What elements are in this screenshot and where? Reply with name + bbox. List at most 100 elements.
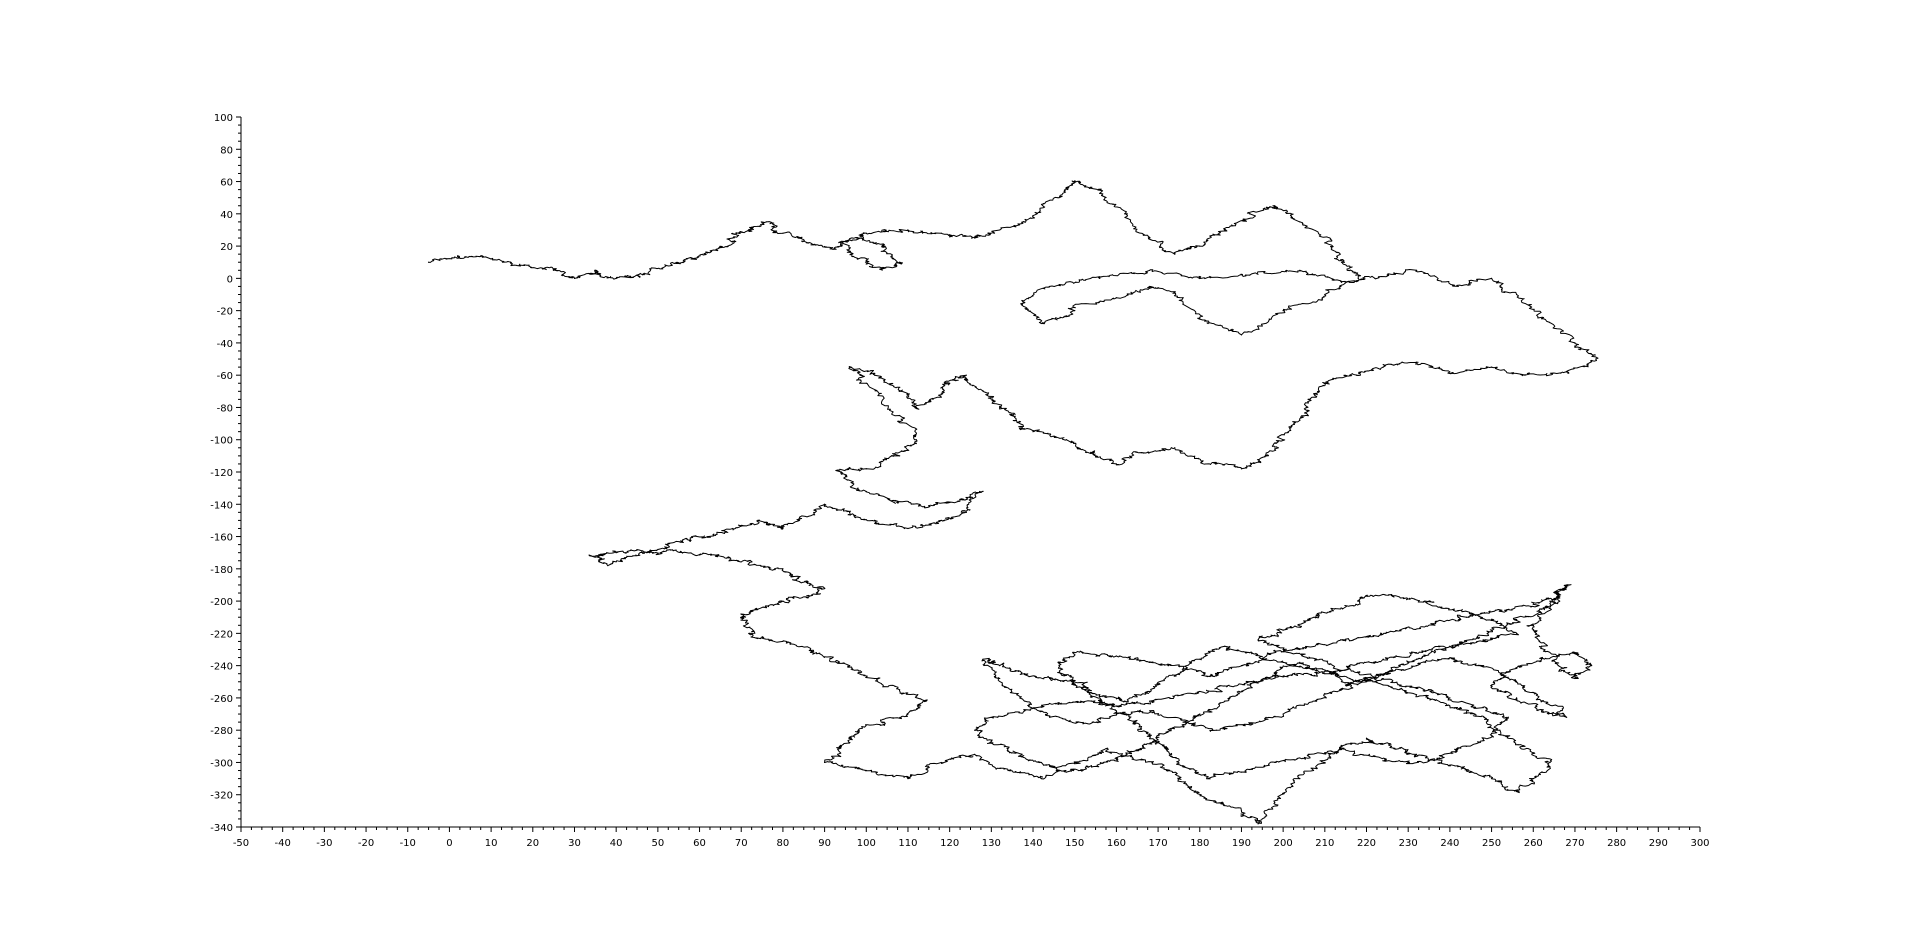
- data-point: [899, 689, 901, 691]
- data-point: [1382, 366, 1384, 368]
- data-point: [915, 406, 917, 409]
- data-point: [757, 519, 759, 522]
- data-point: [1540, 608, 1543, 610]
- data-point: [1365, 677, 1368, 680]
- data-point: [1532, 603, 1534, 605]
- data-point: [1182, 721, 1184, 723]
- data-point: [1349, 668, 1351, 670]
- data-point: [1407, 761, 1409, 764]
- data-point: [1099, 277, 1101, 279]
- data-point: [807, 597, 809, 599]
- data-point: [490, 258, 492, 260]
- data-point: [1307, 398, 1309, 400]
- data-point: [1024, 710, 1026, 712]
- y-tick-label: -140: [210, 500, 233, 511]
- y-tick-label: -40: [217, 339, 233, 350]
- data-point: [1240, 665, 1243, 667]
- plot-area: [427, 180, 1599, 825]
- data-point: [782, 600, 784, 602]
- data-point: [1465, 640, 1468, 643]
- data-point: [1215, 729, 1218, 731]
- data-point: [999, 229, 1001, 231]
- data-point: [1282, 648, 1284, 651]
- data-point: [782, 527, 784, 530]
- data-point: [982, 490, 984, 492]
- data-point: [1324, 242, 1326, 244]
- data-point: [748, 561, 751, 563]
- data-point: [1257, 639, 1259, 641]
- data-point: [1024, 301, 1026, 304]
- data-point: [1182, 694, 1184, 696]
- data-point: [1499, 729, 1501, 731]
- data-point: [1499, 610, 1501, 612]
- data-point: [1107, 748, 1109, 751]
- data-point: [1482, 665, 1484, 667]
- data-point: [924, 506, 926, 509]
- data-point: [865, 468, 867, 470]
- data-point: [707, 535, 709, 538]
- data-point: [1074, 180, 1076, 183]
- data-point: [1399, 629, 1401, 631]
- data-point: [1390, 668, 1393, 670]
- data-point: [1465, 616, 1468, 618]
- data-point: [932, 398, 934, 400]
- data-point: [1015, 752, 1017, 754]
- data-point: [1415, 269, 1418, 271]
- data-point: [1357, 277, 1359, 279]
- x-tick-label: -20: [358, 838, 374, 849]
- data-point: [1490, 732, 1493, 735]
- series-line: [428, 180, 1599, 825]
- data-point: [999, 677, 1001, 680]
- data-point: [1007, 769, 1009, 772]
- data-point: [1240, 771, 1243, 773]
- data-point: [1595, 358, 1597, 360]
- data-point: [1415, 753, 1418, 755]
- x-tick-label: -30: [316, 838, 332, 849]
- x-tick-label: 50: [651, 838, 664, 849]
- data-point: [990, 742, 992, 744]
- data-point: [1240, 468, 1243, 470]
- data-point: [782, 640, 784, 643]
- data-point: [1090, 765, 1092, 767]
- data-point: [1065, 439, 1067, 441]
- data-point: [1049, 677, 1051, 680]
- data-point: [1566, 371, 1568, 373]
- data-point: [590, 555, 592, 557]
- y-tick-label: 0: [227, 274, 233, 285]
- data-point: [1149, 237, 1151, 239]
- data-point: [882, 721, 884, 723]
- data-point: [1540, 645, 1543, 647]
- data-point: [1540, 658, 1543, 660]
- data-point: [1382, 674, 1384, 676]
- y-tick-label: 40: [220, 210, 233, 221]
- data-point: [1215, 802, 1218, 804]
- x-tick-label: 110: [898, 838, 917, 849]
- data-point: [1432, 623, 1434, 625]
- data-point: [940, 761, 942, 764]
- data-point: [840, 471, 842, 473]
- data-point: [1591, 665, 1593, 667]
- data-point: [1040, 777, 1042, 780]
- data-point: [1524, 374, 1526, 376]
- data-point: [1532, 777, 1534, 780]
- x-tick-label: 290: [1649, 838, 1668, 849]
- data-point: [1282, 676, 1284, 678]
- data-point: [782, 232, 784, 234]
- data-point: [1115, 758, 1117, 760]
- data-point: [732, 237, 734, 239]
- data-point: [907, 713, 909, 715]
- data-point: [594, 269, 596, 271]
- data-point: [1282, 713, 1284, 715]
- data-point: [1057, 197, 1059, 199]
- data-point: [882, 245, 884, 247]
- data-point: [857, 732, 859, 735]
- x-tick-label: 280: [1607, 838, 1626, 849]
- y-tick-label: -180: [210, 565, 233, 576]
- x-tick-label: 120: [940, 838, 959, 849]
- data-point: [1074, 684, 1076, 686]
- data-point: [874, 519, 876, 522]
- y-tick-label: -300: [210, 758, 233, 769]
- data-point: [1099, 697, 1101, 699]
- data-point: [1065, 771, 1067, 773]
- data-point: [1015, 419, 1017, 421]
